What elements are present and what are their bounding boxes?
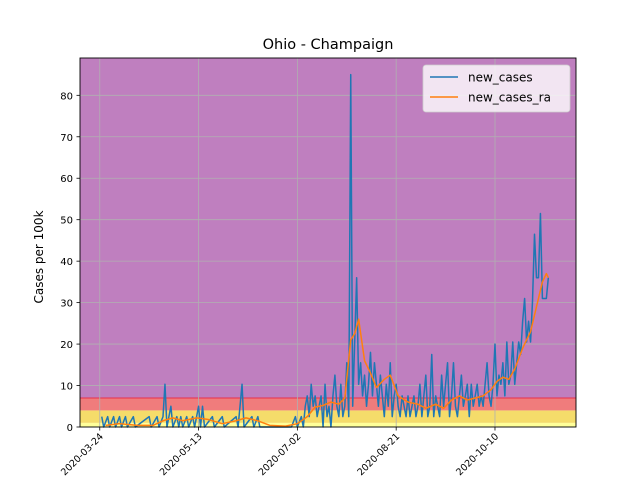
x-tick-label: 2020-07-02 (257, 431, 304, 478)
legend-label: new_cases_ra (468, 91, 551, 105)
y-axis-label: Cases per 100k (32, 210, 46, 303)
legend-box (422, 64, 571, 113)
band-2 (80, 397, 576, 411)
series-line-new-cases-ra (105, 272, 550, 427)
plot-frame (79, 57, 577, 428)
legend-label: new_cases (468, 71, 533, 85)
y-tick-label: 30 (60, 299, 73, 310)
x-tick-label: 2020-05-13 (158, 431, 205, 478)
y-axis-ticks: 0 10 20 30 40 50 60 70 80 (60, 91, 80, 434)
y-tick-label: 10 (60, 382, 73, 393)
band-3 (80, 58, 576, 398)
y-tick-label: 80 (60, 91, 73, 102)
x-axis-ticks: 2020-03-24 2020-05-13 2020-07-02 2020-08-21… (59, 427, 501, 478)
threshold-bands (80, 58, 576, 427)
series-line-new-cases (101, 73, 550, 428)
y-tick-label: 40 (60, 257, 73, 268)
chart-title: Ohio - Champaign (263, 37, 394, 53)
legend: new_cases new_cases_ra (422, 64, 571, 113)
y-tick-label: 70 (60, 133, 73, 144)
x-tick-label: 2020-03-24 (59, 431, 106, 478)
y-tick-label: 20 (60, 340, 73, 351)
y-tick-label: 0 (67, 423, 73, 434)
y-tick-label: 50 (60, 216, 73, 227)
band-0 (80, 422, 576, 427)
series-lines (101, 73, 550, 428)
x-tick-label: 2020-08-21 (355, 431, 402, 478)
y-tick-label: 60 (60, 174, 73, 185)
x-tick-label: 2020-10-10 (454, 431, 501, 478)
